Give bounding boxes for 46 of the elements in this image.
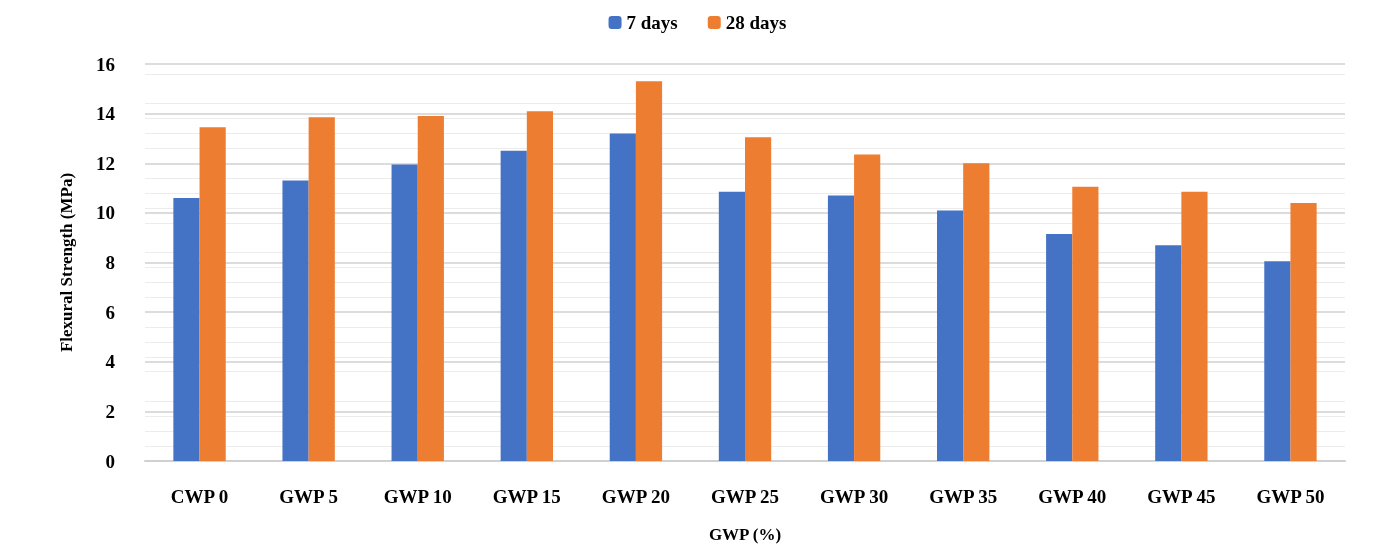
bar [635,81,663,461]
y-tick-label: 12 [96,152,115,174]
x-tick-label: GWP 35 [929,486,998,507]
x-tick-label: GWP 5 [279,486,338,507]
bar [199,127,226,461]
bar [391,164,418,461]
bar [500,150,527,461]
bar [282,180,309,461]
y-tick-label: 6 [105,301,115,323]
bar [308,117,335,461]
bar [827,195,855,461]
bar [1046,233,1073,461]
bar [937,210,964,461]
bar [417,116,444,461]
x-tick-label: GWP 25 [710,486,780,507]
bar [1181,191,1208,461]
y-tick-label: 8 [105,252,115,273]
x-tick-label: GWP 10 [383,486,452,507]
bar [1155,245,1182,461]
legend-label: 28 days [725,12,787,33]
x-tick-label: GWP 15 [492,486,561,507]
y-tick-label: 4 [105,351,116,373]
x-tick-label: GWP 50 [1256,486,1325,507]
y-tick-label: 16 [96,53,115,75]
x-axis-title: GWP (%) [708,525,782,544]
bar [963,163,990,461]
y-tick-label: 0 [105,450,115,472]
y-axis-title: Flexural Strength (MPa) [57,172,76,353]
bar [526,111,553,461]
y-tick-label: 10 [96,202,115,224]
bar [1290,202,1317,461]
bar [745,137,772,461]
bar [609,133,636,461]
x-tick-label: GWP 30 [820,486,889,507]
x-tick-label: GWP 20 [601,486,670,507]
bar [854,154,881,461]
x-tick-label: CWP 0 [170,486,229,507]
x-tick-label: GWP 40 [1038,486,1107,507]
bar [1264,261,1291,461]
legend-label: 7 days [626,12,678,33]
y-tick-label: 14 [96,103,116,125]
bar [173,197,200,461]
x-tick-label: GWP 45 [1147,486,1216,507]
bar [1072,186,1099,461]
bar [718,191,745,461]
y-tick-label: 2 [105,400,115,422]
